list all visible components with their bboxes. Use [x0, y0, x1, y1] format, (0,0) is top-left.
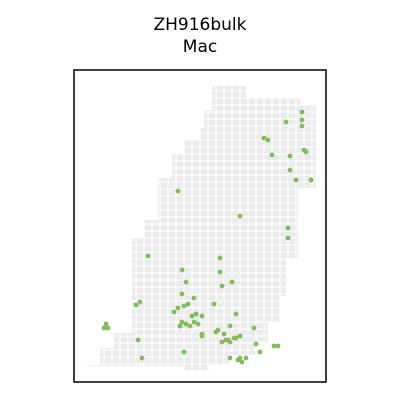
data-point	[287, 153, 293, 159]
data-point	[221, 331, 227, 337]
data-points	[101, 109, 314, 365]
tissue-region	[86, 86, 316, 370]
data-point	[199, 331, 205, 337]
data-point	[299, 117, 305, 123]
data-point	[179, 267, 185, 273]
data-point	[171, 309, 177, 315]
data-point	[283, 119, 289, 125]
data-point	[213, 329, 219, 335]
data-point	[179, 291, 185, 297]
data-point	[233, 311, 239, 317]
data-point	[137, 299, 143, 305]
data-point	[175, 305, 181, 311]
data-point	[227, 339, 233, 345]
data-point	[269, 152, 275, 158]
data-point	[193, 311, 199, 317]
data-point	[299, 123, 305, 129]
data-point	[227, 355, 233, 361]
data-point	[103, 321, 109, 327]
data-point	[217, 269, 223, 275]
data-point	[211, 301, 217, 307]
data-point	[217, 255, 223, 261]
data-point	[181, 349, 187, 355]
data-point	[299, 109, 305, 115]
plot-frame	[73, 69, 327, 383]
data-point	[179, 319, 185, 325]
data-point	[183, 279, 189, 285]
data-point	[243, 355, 249, 361]
data-point	[181, 303, 187, 309]
data-point	[219, 339, 225, 345]
data-point	[189, 313, 195, 319]
data-point	[183, 321, 189, 327]
data-point	[285, 225, 291, 231]
data-point	[139, 355, 145, 361]
data-point	[235, 357, 241, 363]
data-point	[187, 323, 193, 329]
data-point	[199, 313, 205, 319]
data-point	[105, 325, 111, 331]
data-point	[185, 301, 191, 307]
data-point	[175, 188, 181, 194]
data-point	[303, 149, 309, 155]
data-point	[195, 321, 201, 327]
data-point	[308, 177, 314, 183]
data-point	[237, 213, 243, 219]
chart-subtitle: Mac	[182, 37, 218, 57]
data-point	[219, 283, 225, 289]
data-point	[101, 325, 107, 331]
data-point	[133, 302, 139, 308]
data-point	[191, 319, 197, 325]
data-point	[251, 325, 257, 331]
plot-area	[86, 86, 316, 370]
data-point	[287, 167, 293, 173]
data-point	[253, 341, 259, 347]
data-point	[265, 137, 271, 143]
data-point	[135, 337, 141, 343]
data-point	[257, 349, 263, 355]
data-point	[191, 295, 197, 301]
data-point	[227, 323, 233, 329]
chart-title: ZH916bulk	[153, 15, 247, 35]
data-point	[237, 333, 243, 339]
data-point	[271, 343, 277, 349]
data-point	[229, 279, 235, 285]
data-point	[285, 235, 291, 241]
data-point	[275, 343, 281, 349]
data-point	[145, 253, 151, 259]
data-point	[293, 177, 299, 183]
data-point	[177, 323, 183, 329]
data-point	[233, 335, 239, 341]
data-point	[261, 135, 267, 141]
data-point	[239, 359, 245, 365]
